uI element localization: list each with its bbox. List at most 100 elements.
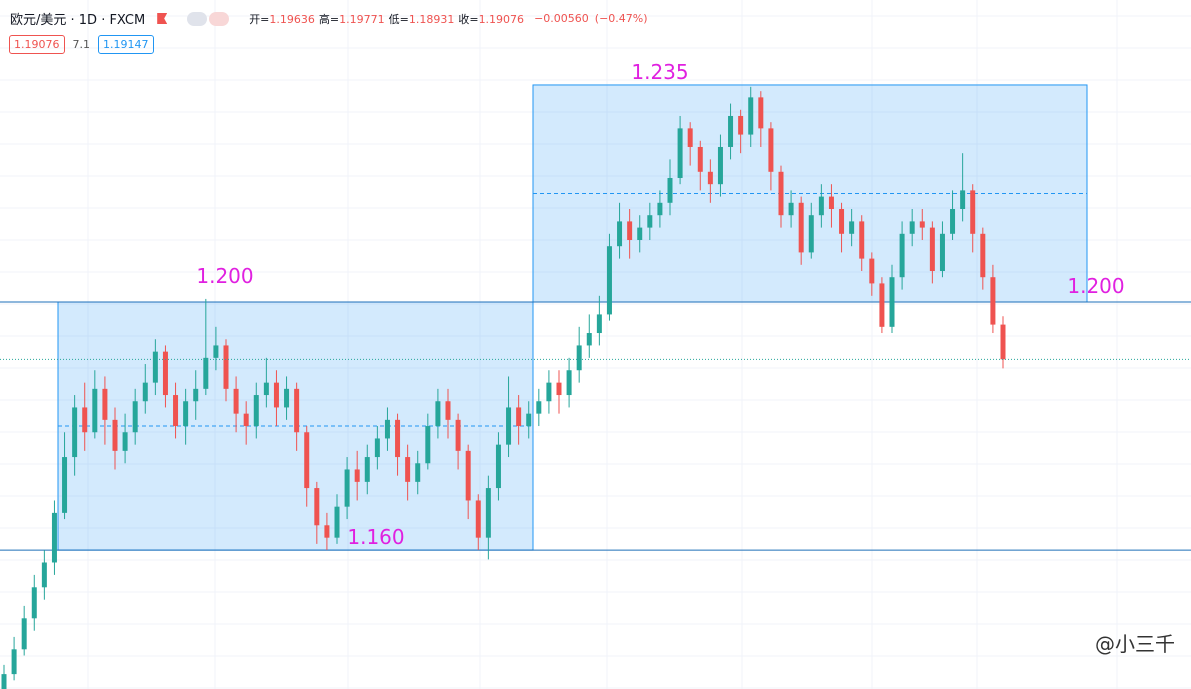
candle-body xyxy=(738,115,744,135)
candle-body xyxy=(1,674,7,689)
candle-body xyxy=(455,419,461,451)
candle-body xyxy=(788,202,794,216)
candle-body xyxy=(495,444,501,489)
candle-body xyxy=(162,351,168,396)
candle-body xyxy=(808,215,814,253)
readout-label: 开= xyxy=(249,12,270,26)
candle-body xyxy=(142,382,148,402)
candle-body xyxy=(284,388,290,408)
candle-body xyxy=(475,500,481,538)
candle-body xyxy=(324,525,330,538)
candle-body xyxy=(41,562,47,588)
candle-body xyxy=(243,413,249,427)
candle-body xyxy=(778,171,784,216)
candle-body xyxy=(223,345,229,389)
candle-body xyxy=(849,221,855,234)
candle-body xyxy=(889,277,895,327)
candle-body xyxy=(818,196,824,216)
candle-body xyxy=(72,407,78,458)
candle-body xyxy=(21,618,27,650)
candle-body xyxy=(950,208,956,234)
candle-body xyxy=(869,258,875,284)
candle-body xyxy=(344,469,350,507)
candle-body xyxy=(485,488,491,538)
candle-body xyxy=(304,432,310,489)
candle-body xyxy=(909,221,915,234)
candle-body xyxy=(586,333,592,346)
candle-body xyxy=(556,382,562,396)
readout-label: 收= xyxy=(458,12,479,26)
candle-body xyxy=(667,177,673,203)
candle-body xyxy=(879,283,885,327)
candle-body xyxy=(273,382,279,408)
candle-body xyxy=(627,221,633,241)
candle-body xyxy=(828,196,834,209)
flag-icon xyxy=(157,13,168,24)
candle-body xyxy=(51,512,57,563)
candle-body xyxy=(435,401,441,427)
candle-body xyxy=(122,432,128,451)
candle-body xyxy=(748,97,754,135)
candle-body xyxy=(364,457,370,482)
candle-body xyxy=(425,426,431,464)
candle-body xyxy=(536,401,542,414)
candle-body xyxy=(657,202,663,216)
candle-body xyxy=(707,171,713,185)
candle-body xyxy=(919,221,925,228)
spread: 7.1 xyxy=(72,38,91,51)
candle-body xyxy=(183,401,189,427)
candle-body xyxy=(576,345,582,371)
candle-body xyxy=(213,345,219,358)
candle-body xyxy=(637,227,643,241)
candle-body xyxy=(546,382,552,402)
candle-body xyxy=(384,419,390,439)
toggle-icons[interactable] xyxy=(187,11,230,26)
candle-body xyxy=(970,190,976,234)
candle-body xyxy=(617,221,623,247)
symbol-title: 欧元/美元 · 1D · FXCM xyxy=(10,13,146,28)
candle-body xyxy=(92,388,98,433)
candle-body xyxy=(596,314,602,334)
candle-body xyxy=(405,457,411,482)
candle-body xyxy=(415,463,421,482)
candle-body xyxy=(677,128,683,178)
candle-body xyxy=(526,413,532,427)
candle-body xyxy=(859,221,865,259)
candle-body xyxy=(647,215,653,228)
candle-body xyxy=(31,587,37,619)
candle-body xyxy=(82,407,88,433)
candle-body xyxy=(990,277,996,325)
candle-body xyxy=(899,233,905,278)
candle-body xyxy=(193,388,199,402)
candle-body xyxy=(102,388,108,420)
candle-body xyxy=(132,401,138,433)
candle-body xyxy=(294,388,300,433)
ohlc-readout: 开=1.19636 高=1.19771 低=1.18931 收=1.19076 xyxy=(249,11,528,27)
candle-body xyxy=(314,488,320,526)
candle-body xyxy=(11,649,17,675)
candle-body xyxy=(768,128,774,172)
header: 欧元/美元 · 1D · FXCM 开=1.19636 高=1.19771 低=1.… xyxy=(10,9,648,28)
candle-body xyxy=(839,208,845,234)
candle-body xyxy=(112,419,118,451)
bid-badge[interactable]: 1.19076 xyxy=(9,35,65,54)
candle-body xyxy=(395,419,401,458)
candle-body xyxy=(697,146,703,172)
candle-body xyxy=(152,351,158,383)
readout-value: 1.19076 xyxy=(478,12,525,26)
watermark: @小三千 xyxy=(1095,632,1175,656)
candle-body xyxy=(929,227,935,272)
candle-body xyxy=(253,395,259,427)
candle-body xyxy=(960,190,966,209)
candle-body xyxy=(728,115,734,147)
candle-body xyxy=(203,357,209,389)
level-label: 1.200 xyxy=(1067,274,1124,298)
ask-badge[interactable]: 1.19147 xyxy=(98,35,154,54)
readout-label: 低= xyxy=(388,12,409,26)
candle-body xyxy=(62,457,68,513)
level-label: 1.160 xyxy=(347,525,404,549)
candle-body xyxy=(374,438,380,458)
candle-body xyxy=(939,233,945,272)
